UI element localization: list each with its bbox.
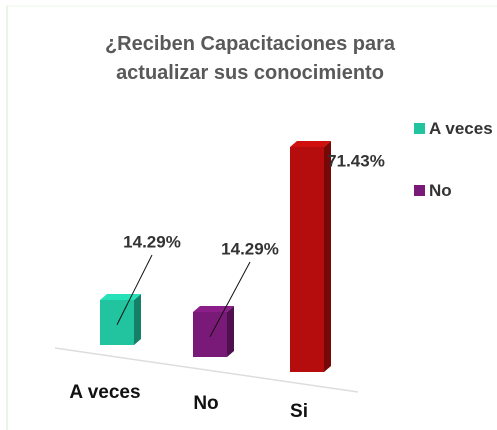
- legend-entry: A veces: [414, 118, 494, 140]
- leader-line: [209, 261, 251, 337]
- bar-side: [134, 293, 141, 345]
- x-tick-label: Si: [290, 401, 308, 422]
- chart-title: ¿Reciben Capacitaciones para actualizar …: [104, 33, 396, 84]
- leader-line: [116, 254, 153, 325]
- bar: [100, 299, 134, 345]
- floor: [54, 347, 359, 393]
- bar-side: [324, 140, 331, 372]
- bar-top: [290, 140, 331, 147]
- x-tick-label: No: [193, 393, 218, 414]
- x-tick-label: A veces: [69, 382, 140, 403]
- title-box: ¿Reciben Capacitaciones para actualizar …: [104, 33, 396, 84]
- bar-top: [193, 305, 234, 312]
- bar-top: [100, 293, 141, 300]
- bar: [193, 311, 227, 357]
- data-label: 14.29%: [123, 232, 181, 251]
- data-label: 14.29%: [221, 239, 279, 258]
- legend-entry: No: [414, 180, 494, 202]
- bar: [290, 146, 324, 372]
- bar-side: [227, 305, 234, 357]
- legend-swatch: [414, 185, 425, 196]
- legend-swatch: [414, 123, 425, 134]
- legend-label: No: [429, 181, 452, 200]
- legend-label: A veces: [429, 119, 493, 138]
- data-label: 71.43%: [327, 151, 385, 170]
